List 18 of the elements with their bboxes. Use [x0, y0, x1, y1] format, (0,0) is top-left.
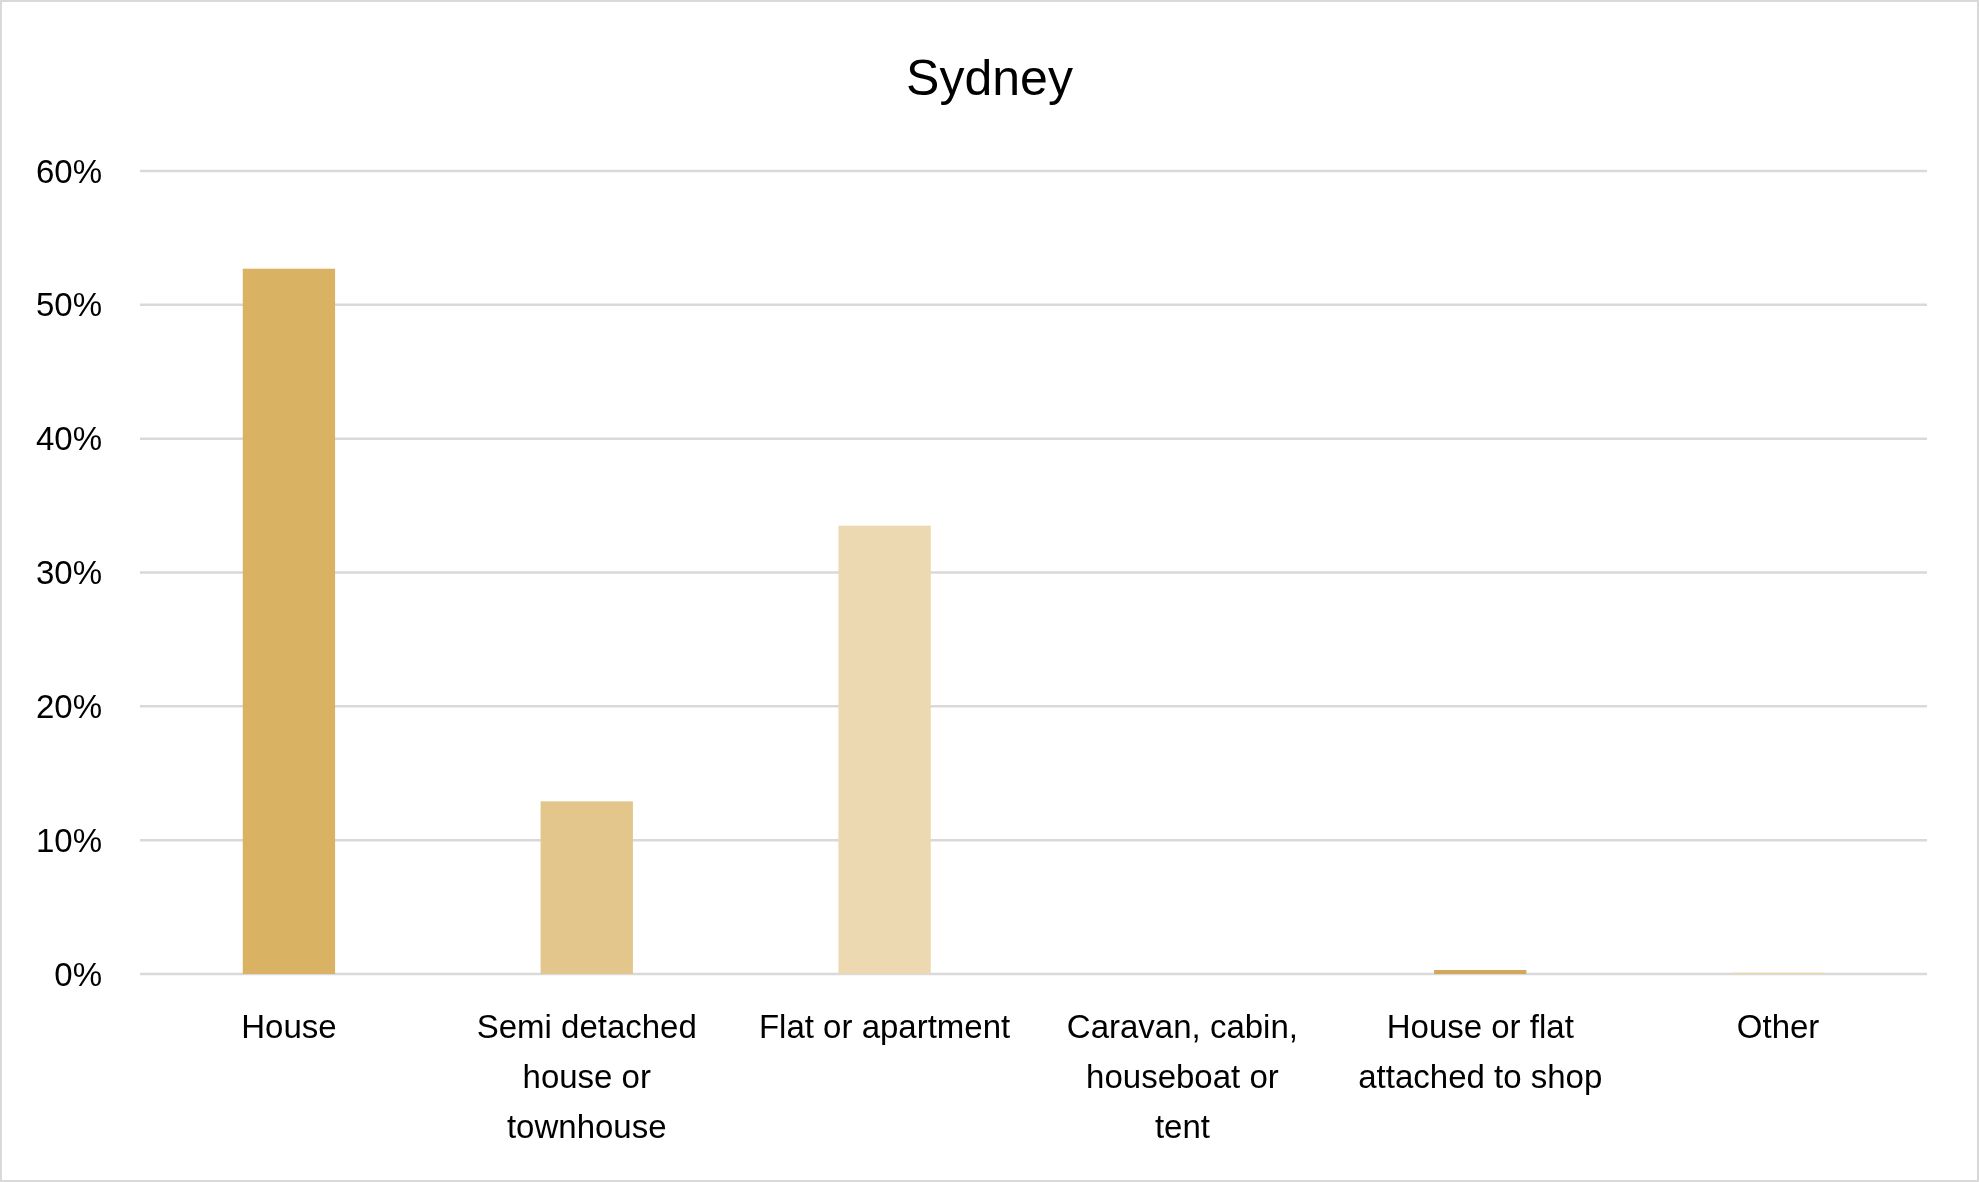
- y-tick-label: 30%: [35, 554, 102, 591]
- bar: [540, 801, 633, 974]
- y-tick-label: 40%: [35, 420, 102, 458]
- x-tick-label: Semi detached house or townhouse: [476, 1007, 697, 1145]
- chart-title: Sydney: [906, 50, 1073, 106]
- x-tick-label: Other: [1736, 1007, 1820, 1045]
- x-tick-label: House or flat attached to shop: [1358, 1007, 1603, 1095]
- bar: [242, 268, 336, 974]
- x-tick-label: Caravan, cabin, houseboat or tent: [1066, 1007, 1298, 1145]
- y-tick-label: 20%: [35, 687, 102, 725]
- y-tick-label: 60%: [35, 152, 102, 190]
- bar: [1434, 969, 1527, 974]
- x-tick-label: House: [241, 1007, 337, 1045]
- y-tick-label: 50%: [35, 286, 102, 324]
- y-tick-label: 0%: [54, 955, 102, 993]
- x-tick-label: Flat or apartment: [758, 1007, 1011, 1045]
- y-tick-label: 10%: [35, 821, 102, 859]
- bar: [838, 525, 931, 974]
